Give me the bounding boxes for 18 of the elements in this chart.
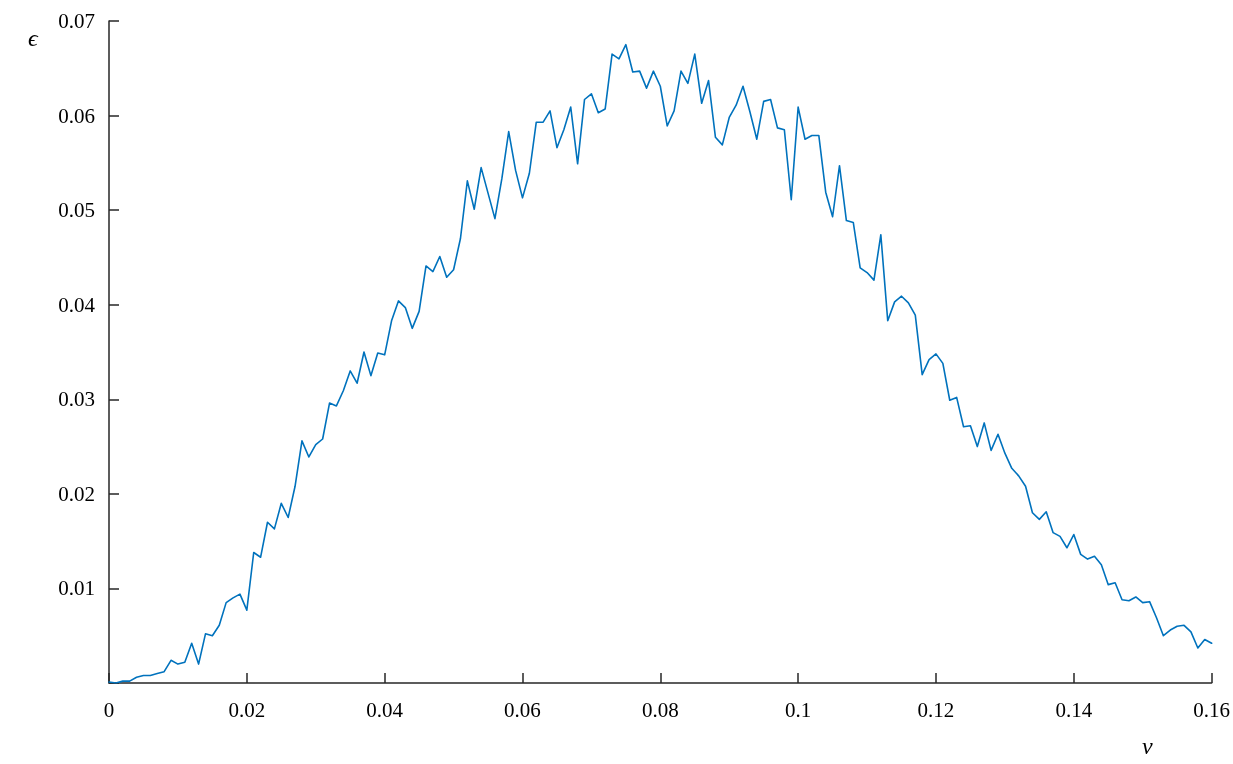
x-tick-label: 0.04 [366,697,404,722]
y-tick-label: 0.05 [58,198,95,223]
y-tick-label: 0.03 [58,387,95,412]
y-axis-title: ϵ [28,25,39,51]
y-tick-label: 0.02 [58,481,95,506]
x-tick-label: 0 [103,697,115,722]
x-tick-label: 0.14 [1055,697,1093,722]
x-axis-title: ν [1142,733,1153,759]
y-tick-label: 0.01 [58,576,95,601]
x-tick-label: 0.1 [785,697,812,722]
x-tick-label: 0.12 [917,697,955,722]
y-tick-label: 0.07 [58,9,95,33]
y-tick-label: 0.04 [58,292,96,317]
y-tick-label: 0.06 [58,103,95,128]
x-tick-label: 0.02 [228,697,266,722]
x-tick-label: 0.08 [641,697,679,722]
x-tick-label: 0.16 [1193,697,1230,722]
x-tick-label: 0.06 [504,697,541,722]
